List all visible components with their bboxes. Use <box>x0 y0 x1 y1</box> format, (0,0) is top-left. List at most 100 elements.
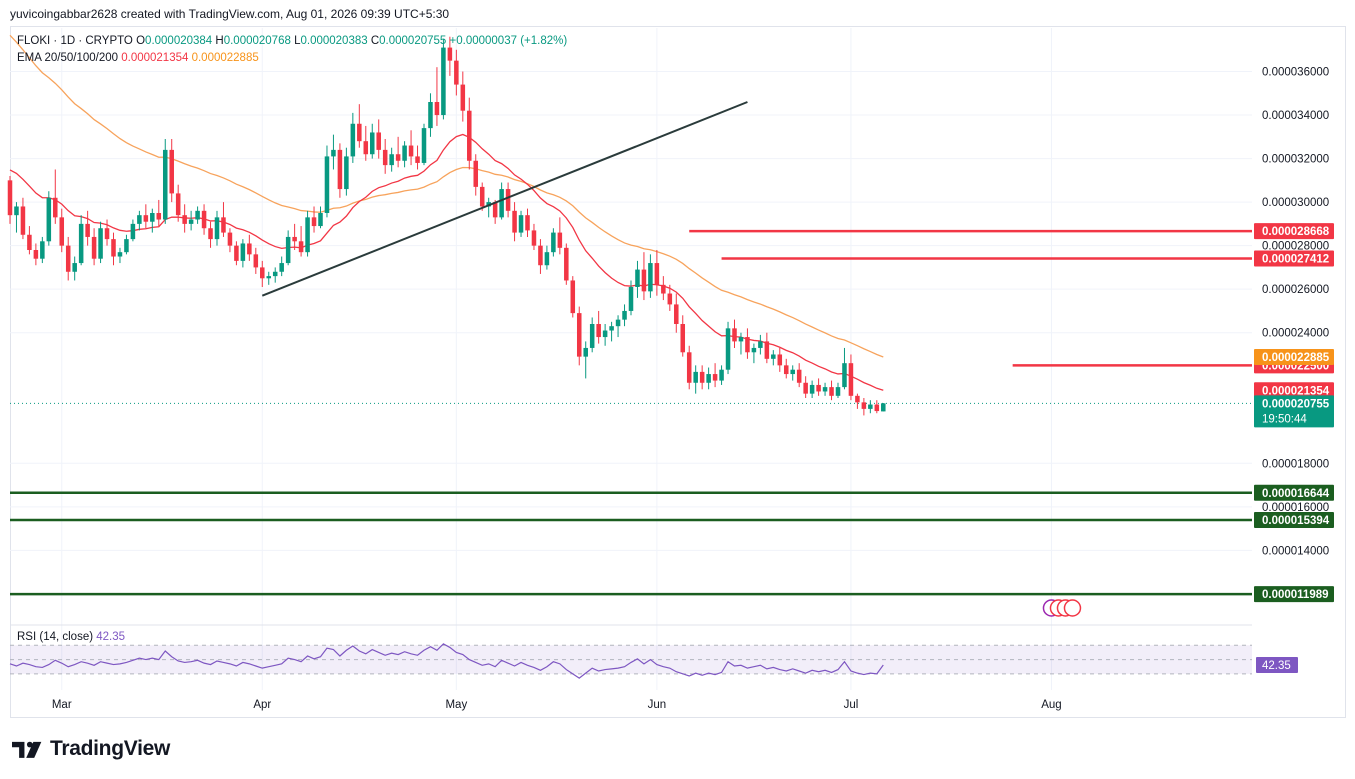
ema-label[interactable]: EMA 20/50/100/200 <box>17 52 119 64</box>
candle <box>124 234 129 255</box>
rsi-label[interactable]: RSI (14, close) <box>17 631 94 643</box>
candle <box>719 365 724 385</box>
candle-body <box>667 293 673 305</box>
candle-body <box>680 324 686 353</box>
candle-body <box>719 369 724 381</box>
candle-body <box>790 369 795 375</box>
candle <box>208 221 213 248</box>
candle-body <box>369 132 375 155</box>
candle <box>531 223 537 250</box>
candle-body <box>53 197 58 218</box>
candle <box>279 256 284 277</box>
candle-body <box>732 328 737 342</box>
ema-value-1: 0.000021354 <box>121 52 189 64</box>
candle <box>59 208 65 253</box>
candle <box>538 239 543 274</box>
candle-body <box>447 47 453 61</box>
candle <box>829 380 834 401</box>
candle-body <box>441 47 446 116</box>
candle-body <box>46 197 52 242</box>
candle-body <box>609 326 614 331</box>
symbol-label[interactable]: FLOKI · 1D · CRYPTO <box>17 35 133 47</box>
last-price-tag: 0.000020755 <box>1262 398 1330 410</box>
candle <box>266 271 272 285</box>
candle-body <box>551 232 556 253</box>
candle-body <box>272 271 278 277</box>
candle <box>53 169 58 224</box>
candle <box>486 197 491 218</box>
candle-body <box>725 328 731 370</box>
candle-body <box>874 404 880 412</box>
candle-body <box>182 215 187 224</box>
last-price-tag-bg <box>1254 395 1334 428</box>
candle-body <box>7 180 13 216</box>
candle-body <box>848 363 854 396</box>
candle <box>143 204 149 229</box>
candle-body <box>712 374 718 381</box>
x-tick-label: Jun <box>648 699 667 711</box>
candle <box>78 215 84 266</box>
candle-body <box>169 149 174 194</box>
y-tick-label: 0.000032000 <box>1262 154 1329 166</box>
candle-body <box>111 239 116 257</box>
candle <box>855 393 860 409</box>
tradingview-logo[interactable]: TradingView <box>12 737 170 761</box>
y-tick-label: 0.000018000 <box>1262 458 1329 470</box>
candle-body <box>408 145 414 157</box>
change-value: +0.00000037 <box>449 35 517 47</box>
candle-body <box>434 102 440 116</box>
candle <box>641 252 647 301</box>
rsi-line <box>9 643 884 679</box>
candle <box>441 38 446 120</box>
candle <box>85 210 90 246</box>
candle <box>363 125 369 161</box>
candle <box>693 365 698 394</box>
candle-body <box>214 217 220 240</box>
candle <box>428 93 433 137</box>
resistance-price-tag: 0.000027412 <box>1262 253 1329 265</box>
candle-body <box>564 247 569 281</box>
close-value: 0.000020755 <box>379 35 447 47</box>
candle-body <box>40 241 45 259</box>
candle-body <box>803 382 808 394</box>
candle-body <box>596 324 601 338</box>
open-label: O <box>136 35 146 47</box>
candle-body <box>699 371 705 383</box>
candle <box>14 202 19 233</box>
candle-body <box>544 252 550 266</box>
candle-body <box>467 110 472 161</box>
high-label: H <box>215 35 224 47</box>
candle-body <box>479 186 485 207</box>
candle <box>861 398 867 416</box>
candle-body <box>693 371 698 383</box>
y-tick-label: 0.000014000 <box>1262 545 1329 557</box>
candle-body <box>686 352 692 383</box>
candle-body <box>208 228 213 240</box>
candle <box>745 328 750 359</box>
candle-body <box>428 102 433 129</box>
candle <box>447 36 453 76</box>
y-tick-label: 0.000036000 <box>1262 67 1329 79</box>
y-tick-label: 0.000024000 <box>1262 328 1329 340</box>
candle <box>369 123 375 159</box>
support-price-tag-bg <box>1254 586 1334 603</box>
candle-body <box>628 287 634 311</box>
candle-body <box>91 236 97 259</box>
candle <box>98 221 103 264</box>
candle-body <box>221 217 226 233</box>
candle <box>162 139 168 224</box>
y-tick-label: 0.000016000 <box>1262 502 1329 514</box>
candle-body <box>602 330 608 338</box>
candle-body <box>260 267 265 279</box>
candle-body <box>175 193 181 216</box>
candle <box>758 334 763 355</box>
candle <box>460 71 466 122</box>
ema-price-tag: 0.000022885 <box>1262 352 1330 364</box>
candle <box>201 204 207 235</box>
close-label: C <box>370 35 380 47</box>
candle-body <box>641 269 647 292</box>
candle-body <box>72 263 77 272</box>
candle <box>104 219 110 246</box>
candle <box>111 232 116 266</box>
